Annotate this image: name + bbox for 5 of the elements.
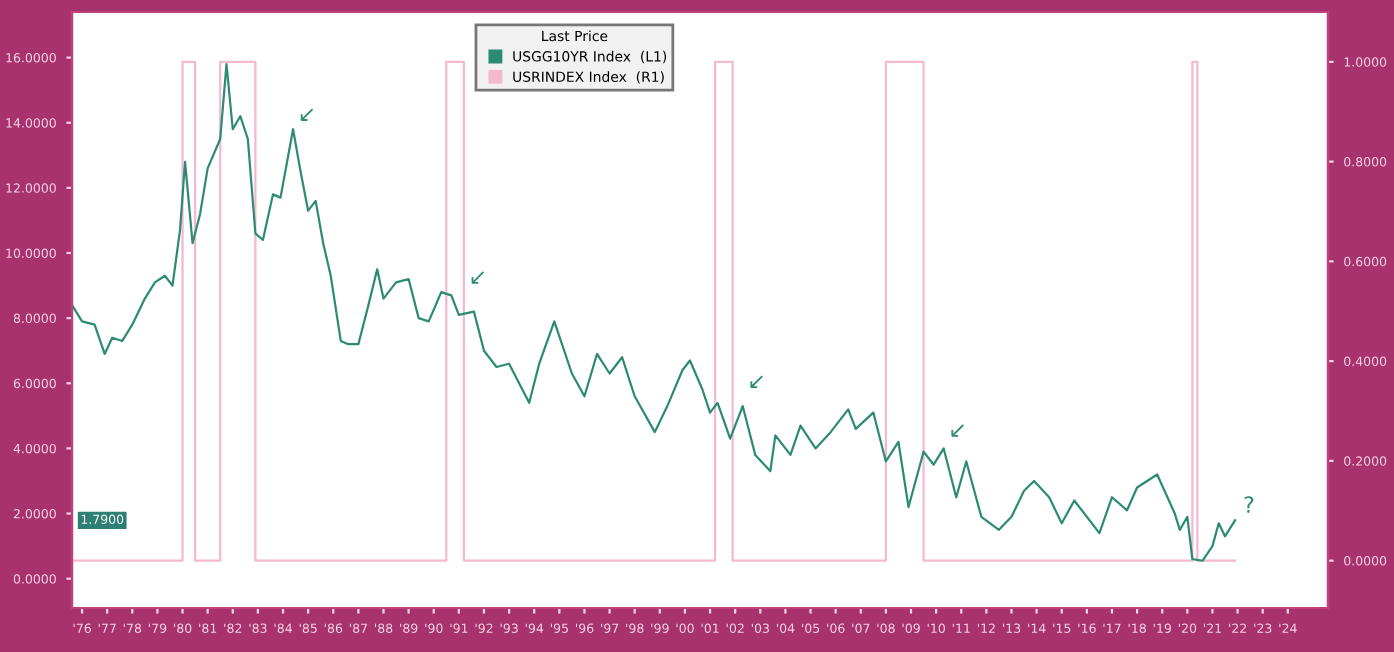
annotation: ↙ xyxy=(471,271,485,284)
annotation: ↙ xyxy=(951,424,964,437)
annotation: ↙ xyxy=(300,108,314,121)
annotation: ? xyxy=(1244,496,1254,513)
annotation: ↙ xyxy=(750,375,763,388)
